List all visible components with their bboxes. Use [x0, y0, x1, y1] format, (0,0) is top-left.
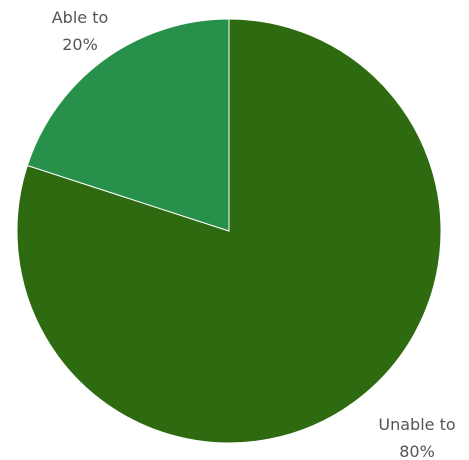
- pie-slice-able-to: [26, 18, 230, 232]
- slice-value-able-to: 20%: [62, 35, 98, 54]
- pie-slices: [16, 18, 442, 444]
- slice-label-unable-to: Unable to: [378, 415, 455, 434]
- slice-label-able-to: Able to: [52, 8, 109, 27]
- slice-value-unable-to: 80%: [399, 442, 435, 460]
